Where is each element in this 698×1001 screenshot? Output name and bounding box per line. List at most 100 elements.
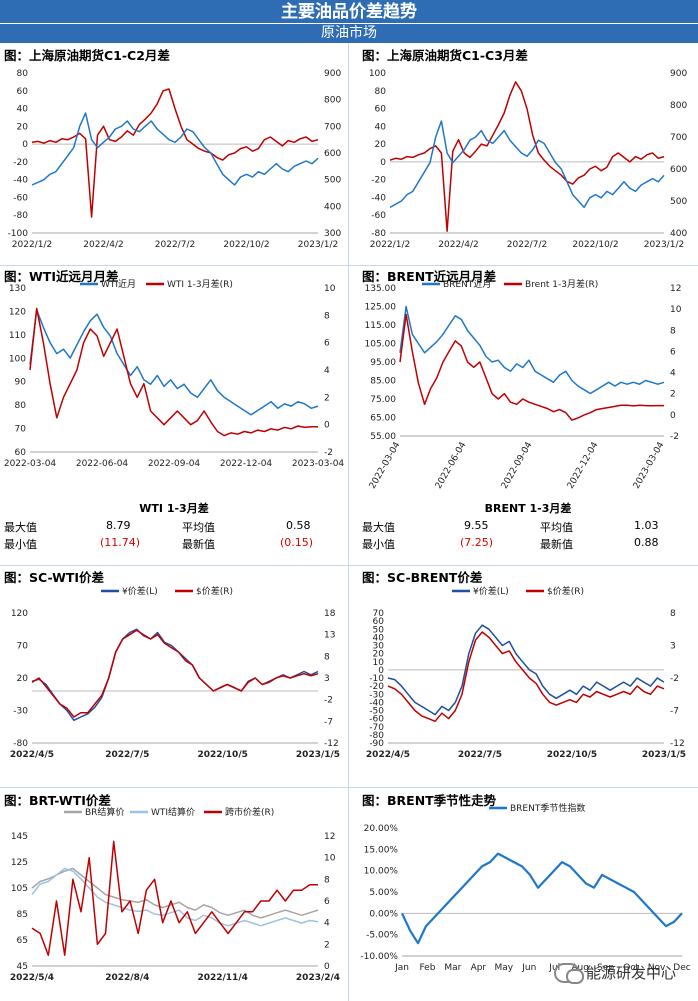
chart-title: 图：BRENT季节性走势	[362, 793, 497, 808]
y-tick-label-right: 4	[670, 369, 676, 379]
y-tick-label-right: -2	[324, 448, 333, 458]
chart-panel-c8: 图：BRENT季节性走势 20.00% 15.00% 10.00% 5.00% 0.00…	[358, 790, 698, 1000]
section-subtitle: 原油市场	[0, 24, 698, 43]
y-tick-label-left: 0	[378, 666, 384, 676]
y-tick-label-left: 80	[17, 69, 29, 79]
stats-label: 最小值	[362, 538, 395, 551]
y-tick-label-left: -80	[13, 739, 28, 749]
chart-c7: 145 125 105 85 65 45 12 10 8 6 4 2 0 2022/5/4 2022/8/4…	[10, 806, 340, 983]
y-tick-label-right: 600	[670, 165, 687, 175]
chart-c1: 80 60 40 20 0 -20 -40 -60 -80 -100 900 800 700 600 500…	[8, 69, 342, 250]
legend-label: 跨市价差(R)	[225, 806, 274, 818]
series-line-1	[31, 867, 319, 927]
x-tick-label: 2022/7/5	[105, 750, 149, 760]
legend-label: BR结算价	[85, 806, 124, 818]
y-tick-label-left: 125.00	[365, 303, 397, 313]
y-tick-label-left: 40	[373, 633, 385, 643]
x-tick-label: 2022-03-04	[4, 459, 57, 469]
y-tick-label-right: 900	[324, 69, 341, 79]
y-tick-label-right: 6	[324, 897, 330, 907]
y-tick-label-left: 45	[17, 962, 28, 972]
chart-c3: 130 120 110 100 90 80 70 60 10 8 6 4 2 0 -2 2022-03-04 2…	[4, 278, 345, 469]
series-line-1	[399, 313, 664, 421]
x-tick-label: Feb	[419, 963, 435, 973]
y-tick-label-left: 60	[15, 448, 27, 458]
stats-label: 最大值	[4, 521, 37, 534]
y-tick-label-left: 100	[9, 354, 26, 364]
stats-value: 1.03	[634, 519, 659, 532]
y-tick-label-left: -5.00%	[366, 931, 398, 941]
legend-label: BRENT季节性指数	[510, 802, 585, 814]
y-tick-label-left: 60	[17, 87, 29, 97]
x-tick-label: May	[495, 963, 514, 973]
y-tick-label-left: -60	[13, 193, 28, 203]
chart-c8: 20.00% 15.00% 10.00% 5.00% 0.00% -5.00% -10.00…	[360, 802, 690, 973]
y-tick-label-left: -80	[13, 211, 28, 221]
x-tick-label: 2023-03-04	[632, 440, 667, 491]
y-tick-label-right: 600	[324, 149, 341, 159]
y-tick-label-left: 65	[17, 936, 28, 946]
y-tick-label-right: 12	[324, 832, 335, 842]
y-tick-label-right: -2	[670, 432, 679, 442]
y-tick-label-right: 500	[670, 197, 687, 207]
y-tick-label-left: 110	[9, 331, 26, 341]
legend-label: ¥价差(L)	[473, 585, 509, 597]
y-tick-label-right: 10	[324, 284, 336, 294]
x-tick-label: 2022/1/2	[12, 240, 52, 250]
y-tick-label-right: 400	[670, 229, 687, 239]
y-tick-label-right: 8	[324, 652, 330, 662]
y-tick-label-left: -30	[13, 707, 28, 717]
y-tick-label-right: -7	[324, 717, 333, 727]
y-tick-label-left: 20	[375, 140, 387, 150]
chart-panel-c3: 图：WTI近远月月差 130 120 110 100 90 80 70 60 10 8 6 4 2 0 -2…	[0, 266, 348, 496]
x-tick-label: 2022/10/5	[547, 750, 597, 760]
x-tick-label: 2022/10/2	[572, 240, 618, 250]
series-line-0	[31, 628, 319, 722]
y-tick-label-right: 13	[324, 631, 335, 641]
stats-value: 0.58	[286, 519, 311, 532]
y-tick-label-left: -90	[369, 739, 384, 749]
y-tick-label-left: 115.00	[365, 321, 397, 331]
y-tick-label-left: 40	[375, 122, 387, 132]
y-tick-label-right: -2	[324, 696, 333, 706]
y-tick-label-right: 6	[324, 339, 330, 349]
y-tick-label-right: 2	[324, 940, 330, 950]
y-tick-label-left: -40	[369, 698, 384, 708]
y-tick-label-left: 55.00	[370, 432, 396, 442]
y-tick-label-left: 20.00%	[364, 824, 399, 834]
x-tick-label: 2022/8/4	[105, 973, 149, 983]
y-tick-label-left: 0.00%	[369, 909, 398, 919]
stats-label: 最小值	[4, 538, 37, 551]
y-tick-label-left: 20	[17, 674, 29, 684]
y-tick-label-left: 90	[15, 378, 27, 388]
y-tick-label-left: -50	[369, 707, 384, 717]
stats-value: 0.88	[634, 536, 659, 549]
x-tick-label: 2022/7/2	[155, 240, 195, 250]
legend-label: $价差(R)	[547, 585, 584, 597]
x-tick-label: 2022-12-04	[566, 440, 601, 491]
legend-label: BRENT近月	[443, 278, 491, 290]
x-tick-label: 2022/1/2	[370, 240, 410, 250]
y-tick-label-left: 85.00	[370, 377, 396, 387]
y-tick-label-left: 5.00%	[369, 888, 398, 898]
x-tick-label: 2022/11/4	[197, 973, 247, 983]
x-tick-label: 2022-06-04	[76, 459, 129, 469]
y-tick-label-left: -30	[369, 690, 384, 700]
y-tick-label-right: 10	[670, 305, 682, 315]
stats-label: 最大值	[362, 521, 395, 534]
y-tick-label-right: 2	[670, 390, 676, 400]
y-tick-label-left: 95.00	[370, 358, 396, 368]
stats-value: 8.79	[106, 519, 131, 532]
series-line-1	[389, 120, 665, 209]
chart-panel-c4: 图：BRENT近远月月差 135.00 125.00 115.00 105.00 95.…	[358, 266, 698, 496]
y-tick-label-left: 40	[17, 105, 29, 115]
stats-value: (11.74)	[100, 536, 141, 549]
legend-label: ¥价差(L)	[122, 585, 158, 597]
y-tick-label-left: 20	[373, 650, 385, 660]
y-tick-label-left: 120	[11, 609, 28, 619]
y-tick-label-left: -60	[369, 715, 384, 725]
y-tick-label-left: -40	[13, 176, 28, 186]
y-tick-label-left: 60	[375, 105, 387, 115]
x-tick-label: Mar	[444, 963, 461, 973]
y-tick-label-right: 6	[670, 347, 676, 357]
